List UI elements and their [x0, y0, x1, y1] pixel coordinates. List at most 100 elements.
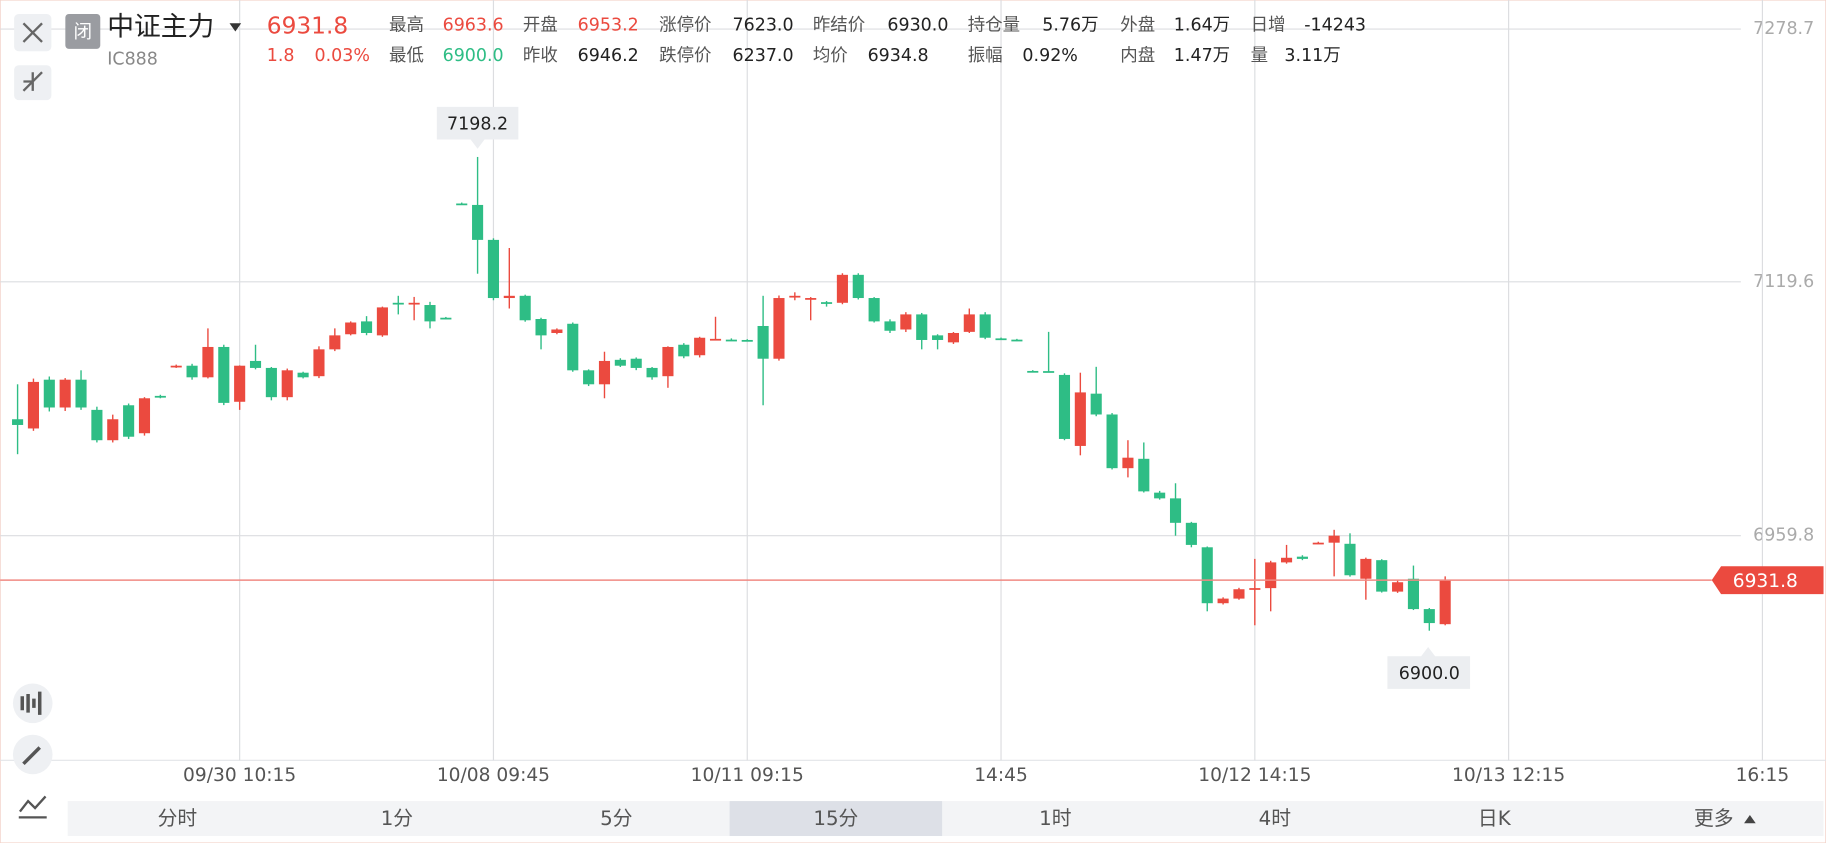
candle-body: [1392, 582, 1404, 592]
more-arrow[interactable]: [1744, 815, 1756, 824]
chart-type-button[interactable]: [18, 795, 47, 819]
stat-label: 振幅: [968, 46, 1003, 66]
candle-body: [424, 305, 436, 322]
stat-label: 最低: [389, 46, 424, 66]
candle-body: [1376, 560, 1388, 592]
candle-body: [995, 338, 1007, 341]
candle-body: [678, 344, 690, 357]
collapse-button[interactable]: [14, 65, 52, 101]
period-tab[interactable]: 4时: [1259, 807, 1292, 830]
x-tick-label: 09/30 10:15: [183, 765, 296, 786]
stat-value: 6946.2: [578, 46, 639, 66]
status-badge-text: 闭: [74, 22, 93, 43]
candle-body: [1058, 374, 1071, 439]
draw-button[interactable]: [12, 734, 53, 775]
stat-label: 量: [1251, 46, 1268, 66]
candle-body: [218, 346, 230, 403]
x-tick-label: 14:45: [974, 765, 1028, 786]
candle-body: [836, 274, 848, 303]
candle-body: [979, 314, 991, 338]
candle-body: [329, 335, 341, 350]
candle-body: [646, 367, 658, 378]
candle-body: [916, 314, 928, 340]
candle-body: [1249, 588, 1261, 590]
stat-label: 跌停价: [659, 46, 711, 66]
candle-body: [456, 203, 468, 206]
candle-body: [186, 365, 198, 378]
candle-body: [1296, 556, 1308, 559]
dropdown-arrow[interactable]: [229, 23, 242, 32]
candle-body: [1217, 598, 1229, 604]
stat-value: 6237.0: [733, 46, 794, 66]
candle-body: [1138, 458, 1150, 492]
period-tab[interactable]: 日K: [1478, 807, 1512, 830]
candle-body: [630, 358, 642, 368]
period-tab[interactable]: 1分: [381, 807, 413, 830]
candle-body: [805, 298, 817, 300]
period-tab[interactable]: 5分: [600, 807, 632, 830]
period-tab[interactable]: 15分: [813, 807, 858, 830]
candle-body: [43, 379, 55, 408]
stat-label: 外盘: [1120, 16, 1155, 36]
candle-body: [313, 349, 325, 377]
candle-body: [376, 307, 388, 336]
x-tick-label: 10/12 14:15: [1198, 765, 1311, 786]
close-button[interactable]: [14, 13, 52, 52]
candle-body: [123, 405, 135, 437]
stat-value: 6953.2: [578, 16, 639, 36]
instrument-name[interactable]: 中证主力: [107, 11, 214, 42]
period-tabs: 分时 1分 5分 15分 1时 4时 日K 更多: [67, 801, 1824, 837]
stat-label: 昨收: [523, 46, 558, 66]
stat-value: 5.76万: [1042, 16, 1098, 36]
candle-body: [789, 295, 801, 298]
candle-body: [1344, 543, 1356, 576]
price-change: 1.8: [267, 46, 295, 66]
candle-body: [1423, 609, 1435, 624]
candle-body: [440, 317, 452, 320]
candle-body: [884, 321, 896, 331]
stat-value: 7623.0: [733, 16, 794, 36]
indicator-button[interactable]: [12, 683, 53, 724]
y-tick-label: 7278.7: [1753, 19, 1814, 39]
max-tooltip-box: [436, 106, 519, 149]
stat-label: 开盘: [523, 16, 558, 36]
x-tick-label: 10/13 12:15: [1452, 765, 1565, 786]
candle-body: [12, 419, 24, 425]
candle-body: [1154, 492, 1166, 499]
period-tab[interactable]: 分时: [158, 807, 198, 830]
candle-body: [900, 314, 912, 330]
period-tab[interactable]: 1时: [1039, 807, 1072, 830]
candle-body: [1011, 339, 1023, 342]
last-price-label: 6931.8: [1733, 571, 1798, 592]
stat-value: 6934.8: [868, 46, 929, 66]
candle-body: [472, 204, 484, 240]
stat-value: 6900.0: [443, 46, 504, 66]
stat-value: 1.47万: [1174, 46, 1230, 66]
min-tooltip: 6900.0: [1399, 664, 1460, 684]
candle-body: [868, 298, 880, 322]
period-tab[interactable]: 更多: [1694, 807, 1734, 830]
candle-body: [91, 409, 103, 441]
candle-body: [392, 302, 404, 305]
instrument-code: IC888: [107, 49, 158, 69]
price-change-pct: 0.03%: [315, 46, 370, 66]
candle-body: [1265, 562, 1277, 589]
candle-body: [963, 314, 975, 332]
candle-body: [662, 346, 674, 377]
candle-body: [519, 295, 531, 321]
candle-body: [1312, 542, 1324, 545]
candle-body: [1090, 393, 1102, 415]
stat-label: 日增: [1251, 16, 1286, 36]
candle-body: [1328, 535, 1340, 543]
candle-body: [170, 365, 182, 368]
status-badge: [65, 13, 101, 49]
candle-body: [249, 360, 262, 368]
candle-body: [1407, 578, 1419, 610]
candle-body: [773, 298, 785, 359]
candle-body: [408, 302, 420, 305]
candle-body: [297, 372, 309, 378]
candle-body: [821, 302, 833, 304]
stat-value: 6963.6: [443, 16, 504, 36]
